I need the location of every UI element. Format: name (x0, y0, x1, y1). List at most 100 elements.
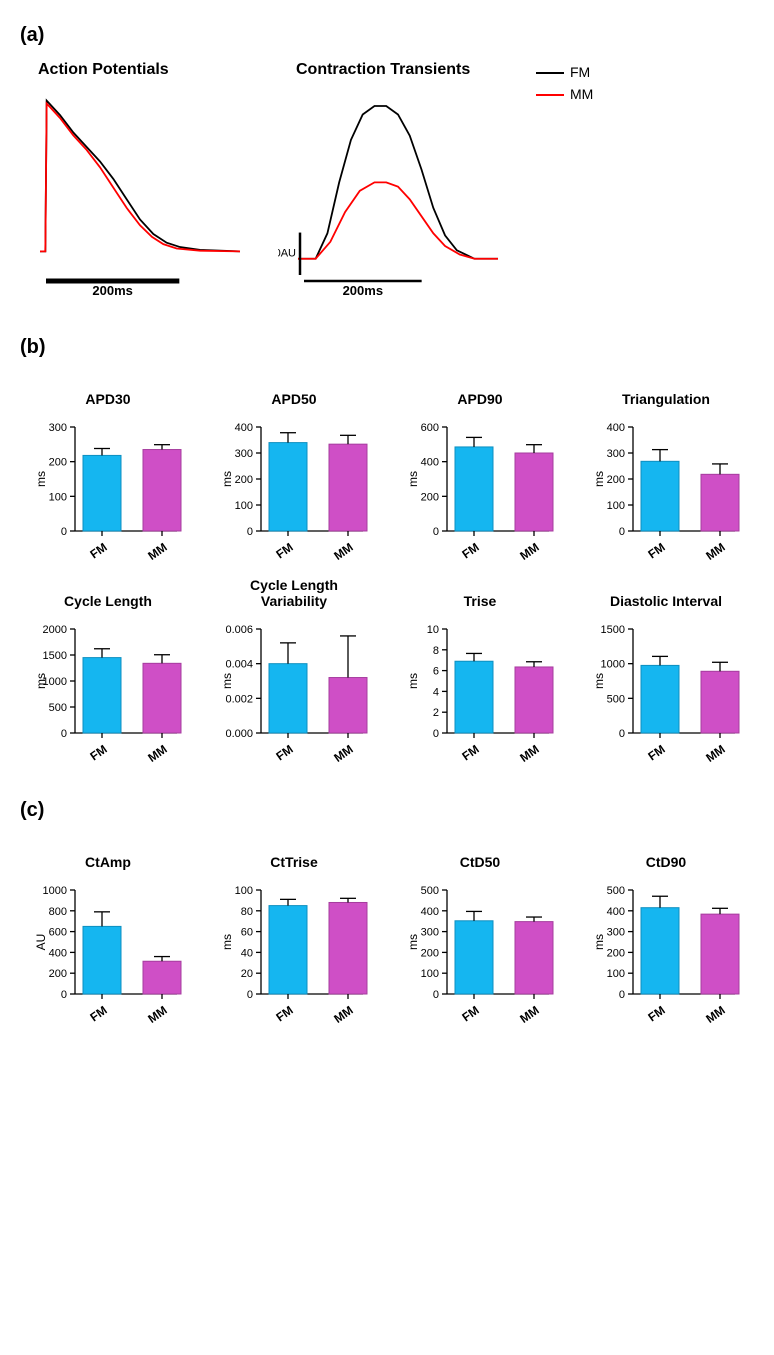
contraction-trace: 200ms 100AU (278, 79, 508, 299)
trace-legend: FM MM (536, 61, 593, 304)
bar-chart: Diastolic Interval050010001500msFMMM (578, 575, 754, 763)
chart-title: APD30 (85, 373, 130, 407)
bar-chart: CtD900100200300400500msFMMM (578, 836, 754, 1024)
svg-text:MM: MM (145, 1003, 169, 1024)
svg-text:1000: 1000 (601, 659, 625, 671)
svg-text:MM: MM (145, 742, 169, 763)
svg-text:FM: FM (645, 540, 667, 561)
svg-text:40: 40 (241, 947, 253, 959)
svg-text:FM: FM (645, 1003, 667, 1024)
svg-text:ms: ms (34, 471, 48, 487)
svg-text:400: 400 (421, 906, 439, 918)
svg-text:ms: ms (592, 673, 606, 689)
svg-text:MM: MM (517, 1003, 541, 1024)
legend-swatch (536, 94, 564, 96)
svg-text:500: 500 (607, 693, 625, 705)
bar-chart: APD900200400600msFMMM (392, 373, 568, 561)
svg-text:200ms: 200ms (92, 283, 132, 298)
svg-text:200: 200 (49, 457, 67, 469)
chart-title: Trise (464, 575, 497, 609)
chart-svg: 020406080100msFMMM (219, 884, 369, 1024)
svg-text:200: 200 (235, 474, 253, 486)
svg-text:FM: FM (87, 742, 109, 763)
svg-text:FM: FM (273, 540, 295, 561)
bar-chart: CtD500100200300400500msFMMM (392, 836, 568, 1024)
svg-text:MM: MM (517, 540, 541, 561)
svg-text:FM: FM (87, 540, 109, 561)
svg-text:10: 10 (427, 624, 439, 636)
svg-text:FM: FM (459, 540, 481, 561)
svg-text:200ms: 200ms (343, 283, 383, 298)
chart-title: CtTrise (270, 836, 317, 870)
legend-label: FM (570, 64, 590, 80)
svg-text:200: 200 (607, 474, 625, 486)
chart-svg: 0246810msFMMM (405, 623, 555, 763)
legend-swatch (536, 72, 564, 74)
svg-text:100: 100 (607, 500, 625, 512)
svg-text:ms: ms (592, 471, 606, 487)
svg-text:0.004: 0.004 (225, 659, 253, 671)
svg-text:1000: 1000 (43, 885, 67, 897)
svg-text:ms: ms (406, 934, 420, 950)
svg-text:500: 500 (49, 702, 67, 714)
svg-text:300: 300 (421, 927, 439, 939)
svg-text:100: 100 (421, 968, 439, 980)
bar-chart: Cycle Length0500100015002000msFMMM (20, 575, 196, 763)
svg-text:ms: ms (406, 471, 420, 487)
svg-text:0: 0 (61, 728, 67, 740)
svg-text:0: 0 (619, 728, 625, 740)
legend-item: MM (536, 83, 593, 105)
svg-text:400: 400 (49, 947, 67, 959)
svg-text:400: 400 (421, 457, 439, 469)
svg-text:MM: MM (331, 1003, 355, 1024)
chart-title: Cycle Length (64, 575, 152, 609)
svg-text:0: 0 (247, 526, 253, 538)
svg-text:100: 100 (235, 885, 253, 897)
chart-title: APD90 (457, 373, 502, 407)
panel-c-grid: CtAmp02004006008001000AUFMMMCtTrise02040… (20, 836, 754, 1024)
svg-text:AU: AU (34, 934, 48, 951)
svg-text:0: 0 (61, 989, 67, 1001)
svg-text:FM: FM (87, 1003, 109, 1024)
chart-svg: 02004006008001000AUFMMM (33, 884, 183, 1024)
svg-text:ms: ms (220, 673, 234, 689)
svg-text:20: 20 (241, 968, 253, 980)
svg-text:500: 500 (421, 885, 439, 897)
svg-text:600: 600 (49, 927, 67, 939)
svg-text:0: 0 (61, 526, 67, 538)
svg-text:400: 400 (235, 422, 253, 434)
bar-chart: CtTrise020406080100msFMMM (206, 836, 382, 1024)
svg-text:300: 300 (607, 927, 625, 939)
chart-title: APD50 (271, 373, 316, 407)
chart-svg: 0100200300400msFMMM (219, 421, 369, 561)
svg-text:100AU: 100AU (278, 248, 296, 260)
svg-text:1500: 1500 (601, 624, 625, 636)
panel-b-grid: APD300100200300msFMMMAPD500100200300400m… (20, 373, 754, 763)
panel-label-c: (c) (20, 799, 754, 822)
chart-svg: 0100200300msFMMM (33, 421, 183, 561)
svg-text:600: 600 (421, 422, 439, 434)
svg-text:0.006: 0.006 (225, 624, 253, 636)
chart-title: CtAmp (85, 836, 131, 870)
svg-text:6: 6 (433, 666, 439, 678)
chart-title: CtD90 (646, 836, 686, 870)
svg-text:ms: ms (34, 673, 48, 689)
chart-svg: 0.0000.0020.0040.006msFMMM (219, 623, 369, 763)
svg-text:2000: 2000 (43, 624, 67, 636)
svg-text:MM: MM (703, 742, 727, 763)
panel-label-a: (a) (20, 24, 754, 47)
svg-text:0.000: 0.000 (225, 728, 253, 740)
svg-text:FM: FM (459, 1003, 481, 1024)
svg-text:MM: MM (331, 540, 355, 561)
chart-title: Cycle LengthVariability (250, 575, 338, 609)
svg-text:400: 400 (607, 906, 625, 918)
svg-text:MM: MM (703, 540, 727, 561)
svg-text:0: 0 (433, 526, 439, 538)
bar-chart: APD300100200300msFMMM (20, 373, 196, 561)
svg-text:200: 200 (49, 968, 67, 980)
bar-chart: Trise 0246810msFMMM (392, 575, 568, 763)
svg-text:100: 100 (235, 500, 253, 512)
svg-text:MM: MM (331, 742, 355, 763)
panel-a-content: Action Potentials 200ms Contraction Tran… (20, 61, 754, 304)
svg-text:400: 400 (607, 422, 625, 434)
